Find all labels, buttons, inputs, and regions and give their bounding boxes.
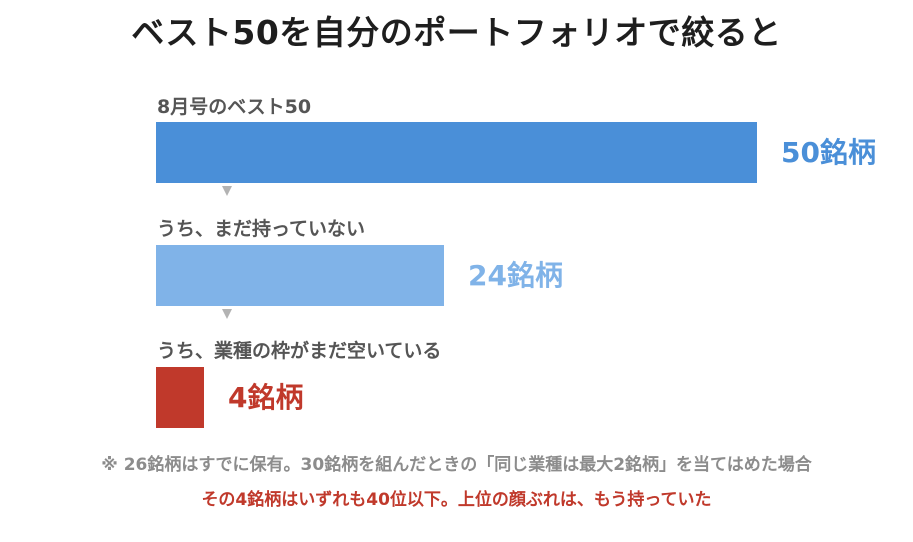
row-label-not-owned: うち、まだ持っていない bbox=[157, 218, 366, 240]
value-label-not-owned: 24銘柄 bbox=[468, 259, 563, 292]
chart-title: ベスト50を自分のポートフォリオで絞ると bbox=[131, 13, 782, 52]
value-label-best50: 50銘柄 bbox=[781, 136, 876, 169]
bar-sector-open bbox=[156, 367, 204, 428]
down-arrow-icon bbox=[222, 309, 232, 319]
footnote: ※ 26銘柄はすでに保有。30銘柄を組んだときの「同じ業種は最大2銘柄」を当ては… bbox=[101, 455, 812, 475]
row-label-best50: 8月号のベスト50 bbox=[157, 96, 312, 118]
down-arrow-icon bbox=[222, 186, 232, 196]
row-label-sector-open: うち、業種の枠がまだ空いている bbox=[157, 340, 442, 362]
bar-best50 bbox=[156, 122, 757, 183]
value-label-sector-open: 4銘柄 bbox=[228, 381, 304, 414]
bar-not-owned bbox=[156, 245, 444, 306]
conclusion-note: その4銘柄はいずれも40位以下。上位の顔ぶれは、もう持っていた bbox=[201, 490, 712, 510]
